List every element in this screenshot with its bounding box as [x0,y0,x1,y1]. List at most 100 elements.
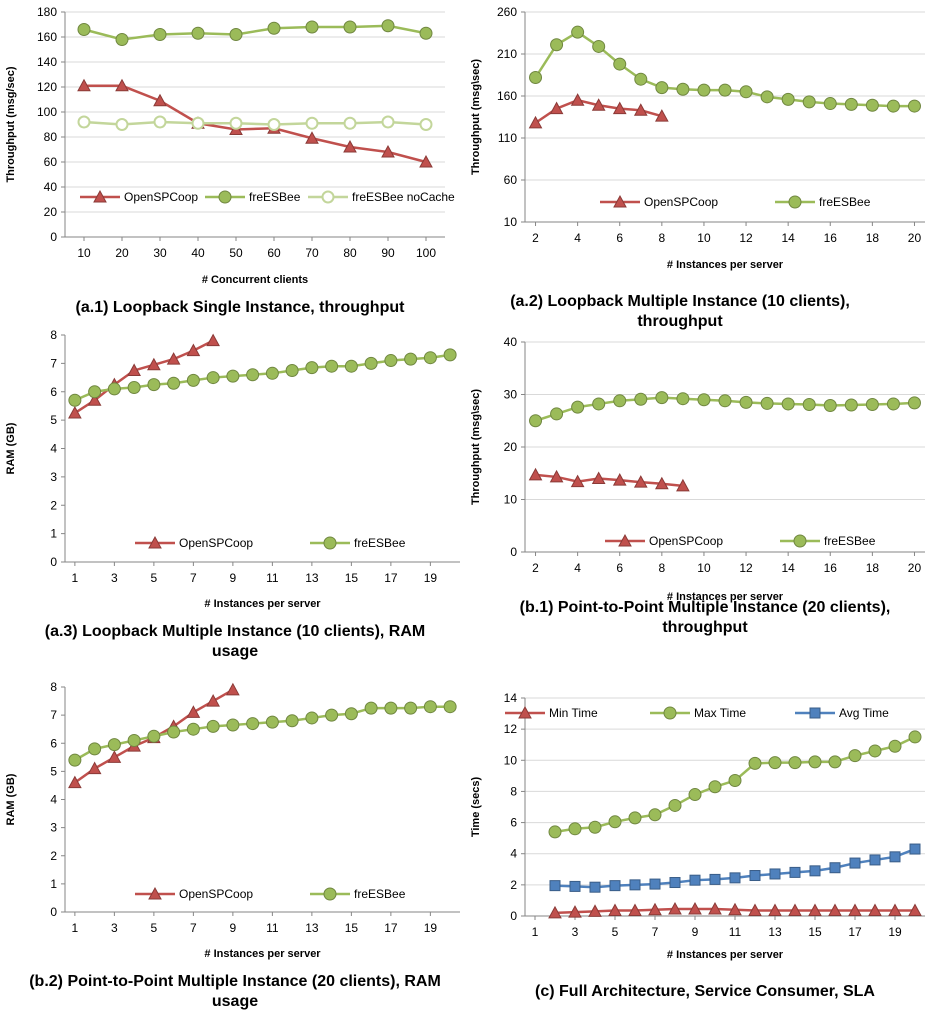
chart-a2-series-openspcoop-point-3 [591,98,606,111]
chart-a1-series-freesbee-point-8 [381,19,395,33]
chart-a3-x-tick-label-6: 13 [305,571,319,585]
chart-b1-series-freesbee-point-2 [571,400,585,414]
chart-a1-series-freesbee-point-1 [115,33,129,46]
chart-a2-x-tick-label-2: 6 [616,231,623,245]
chart-a2-caption: (a.2) Loopback Multiple Instance (10 cli… [510,293,850,330]
chart-a1-series-freesbee-point-2 [153,28,167,41]
chart-a2-series-freesbee-point-3 [592,39,606,53]
chart-c-y-tick-label-0: 0 [510,909,517,923]
chart-c-series-max-time-point-11 [768,756,782,770]
chart-b1-plot: 0 10 20 30 40 2 4 6 8 10 12 14 16 18 20 # Instances per… [470,335,925,603]
chart-b1-series-openspcoop-point-2 [570,474,585,488]
chart-b1-series-openspcoop-point-5 [633,475,648,488]
chart-a2-series-freesbee-point-11 [760,90,774,104]
chart-b1-x-tick-label-8: 18 [866,561,880,575]
chart-b2-series-freesbee-point-10 [265,715,279,729]
chart-b1-series-openspcoop-point-1 [549,469,564,483]
chart-b1-x-axis-title: # Instances per server [667,591,784,603]
chart-c-series-avg-time-point-2 [589,881,601,893]
chart-a1-legend-marker-point-0 [93,189,107,203]
chart-a3-series-freesbee-point-14 [344,359,358,373]
chart-a2-legend-label-1: freESBee [819,195,871,209]
chart-a2-x-tick-label-1: 4 [574,231,581,245]
chart-a3-series-openspcoop-point-4 [147,357,161,371]
chart-b1-series-freesbee-point-13 [802,397,816,411]
chart-a3-y-tick-label-5: 5 [50,413,57,427]
chart-a1-y-tick-label-2: 40 [44,180,58,194]
chart-b1-series-freesbee-point-6 [655,391,669,405]
chart-a3-legend-marker-point-0 [148,535,162,549]
chart-a3-y-tick-label-7: 7 [50,356,57,370]
chart-b2-y-tick-label-0: 0 [50,905,57,919]
chart-a2-y-axis-title: Throughput (msg\sec) [470,59,482,175]
chart-c-series-max-time-point-14 [828,755,842,769]
chart-b2-x-tick-label-9: 19 [424,921,438,935]
chart-a1-series-freesbee-point-6 [305,20,319,34]
chart-c-series-avg-time-point-3 [609,880,621,892]
chart-c-x-axis-title: # Instances per server [667,949,784,961]
chart-a3-x-tick-label-3: 7 [190,571,197,585]
chart-c-series-min-time-point-7 [688,901,702,915]
chart-c-series-avg-time-point-6 [669,877,681,889]
chart-a1-x-tick-label-8: 90 [381,246,395,260]
chart-a1-series-freesbee-nocache-point-2 [153,115,167,129]
chart-c-y-tick-label-5: 10 [504,753,518,767]
chart-a1-y-tick-label-5: 100 [37,105,57,119]
chart-c: 0 2 4 6 8 10 12 14 1 3 5 7 9 11 13 15 17 19 # Instances pe… [465,672,930,1026]
chart-c-series-min-time-point-15 [848,903,862,917]
chart-a2-x-tick-label-9: 20 [908,231,922,245]
chart-b1-series-openspcoop-point-3 [591,471,606,484]
chart-c-series-avg-time-point-1 [569,880,581,892]
chart-a1-series-freesbee-point-7 [343,20,357,34]
chart-b1: 0 10 20 30 40 2 4 6 8 10 12 14 16 18 20 # Instances per… [465,330,930,670]
chart-c-x-tick-label-4: 9 [692,925,699,939]
chart-b1-x-tick-label-2: 6 [616,561,623,575]
chart-a3-series-freesbee-point-4 [147,378,161,392]
chart-a1-series-freesbee-nocache [77,115,433,131]
chart-a2-series-freesbee-point-13 [802,95,816,109]
chart-a2-series-freesbee [529,25,921,113]
chart-b2-series-freesbee-point-12 [305,711,319,725]
chart-c-series-avg-time-point-9 [729,872,741,884]
chart-b2-x-tick-label-4: 9 [230,921,237,935]
chart-b2-series-freesbee-point-17 [404,701,418,715]
chart-a2-series-openspcoop-point-1 [549,101,564,115]
chart-a2-series-openspcoop [528,93,669,129]
chart-c-y-axis-title: Time (secs) [470,776,482,837]
chart-c-x-tick-label-2: 5 [612,925,619,939]
chart-a1-plot: 0 20 40 60 80 100 120 140 160 180 10 20 30 40 50 60 70 80… [5,5,455,286]
chart-b2-series-freesbee-point-7 [206,719,220,733]
chart-c-series-min-time-point-18 [908,903,922,917]
chart-b2-y-tick-label-6: 6 [50,736,57,750]
chart-b1-y-tick-label-1: 10 [504,493,518,507]
chart-a2-series-freesbee-point-0 [529,71,543,85]
chart-b1-x-tick-label-1: 4 [574,561,581,575]
chart-b1-y-tick-label-3: 30 [504,388,518,402]
chart-a3-y-tick-label-8: 8 [50,328,57,342]
chart-a1-x-tick-label-1: 20 [115,246,129,260]
chart-b2-y-tick-label-5: 5 [50,764,57,778]
chart-c-series-max-time-point-12 [788,756,802,770]
chart-b2-legend-label-1: freESBee [354,887,406,901]
chart-b1-series-freesbee-point-17 [886,397,900,411]
chart-a3-series-freesbee-point-3 [127,380,141,394]
chart-a1-series-openspcoop-point-9 [419,154,433,168]
chart-a1-series-freesbee-nocache-point-9 [419,118,433,131]
chart-a2-series-openspcoop-point-5 [633,103,648,116]
chart-a3-series-freesbee-point-17 [404,352,418,366]
chart-a1-legend-label-0: OpenSPCoop [124,190,198,204]
chart-b1-y-tick-label-0: 0 [510,545,517,559]
chart-c-series-avg-time-point-10 [749,870,761,882]
chart-c-series-min-time-point-0 [548,905,562,919]
chart-a3-series-freesbee-point-13 [325,359,339,373]
chart-a1-x-tick-label-6: 70 [305,246,319,260]
chart-a1-y-axis-title: Throughput (msg/sec) [5,66,17,182]
chart-b2-series-openspcoop-point-1 [87,761,102,775]
chart-a3-x-tick-label-2: 5 [151,571,158,585]
chart-a2: 10 60 110 160 210 260 2 4 6 8 10 12 14 16 18 20 # Instan… [465,0,930,340]
chart-b2-series-freesbee-point-18 [423,700,437,714]
chart-b1-y-axis-title: Throughput (msg\sec) [470,389,482,505]
chart-a3-legend-marker-point-1 [323,536,337,550]
